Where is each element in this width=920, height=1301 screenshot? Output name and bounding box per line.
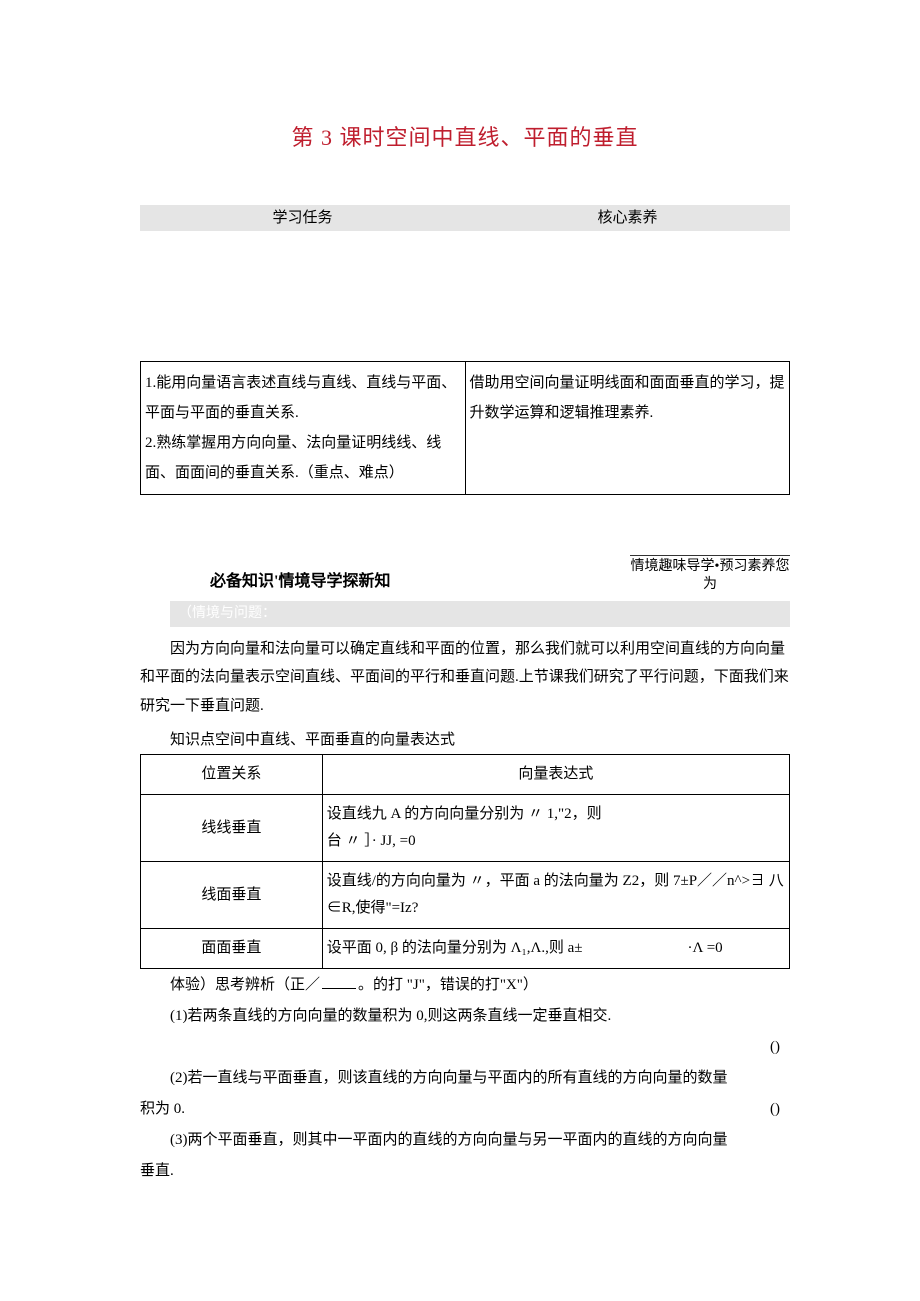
think-line: 体验）思考辨析（正／ 。的打 "J"，错误的打"X"） (140, 973, 790, 997)
cell-expression-2: 设平面 0, β 的法向量分别为 Λ₁,Λ.,则 a± ·Λ =0 (322, 929, 789, 969)
table-row: 线线垂直 设直线九 A 的方向向量分别为 〃 1,"2，则台 〃 ］· JJ, … (141, 795, 790, 862)
intro-paragraph: 因为方向向量和法向量可以确定直线和平面的位置，那么我们就可以利用空间直线的方向向… (140, 635, 790, 721)
table-row: 1.能用向量语言表述直线与直线、直线与平面、平面与平面的垂直关系.2.熟练掌握用… (141, 362, 790, 495)
blank-underline (322, 973, 356, 989)
page-title: 第 3 课时空间中直线、平面的垂直 (140, 120, 790, 155)
header-row: 学习任务 核心素养 (140, 205, 790, 231)
cell-expression-1: 设直线/的方向向量为 〃，平面 a 的法向量为 Z2，则 7±P／／n^>∃ 八… (322, 862, 789, 929)
question-3: (3)两个平面垂直，则其中一平面内的直线的方向向量与另一平面内的直线的方向向量 (140, 1125, 790, 1155)
header-right: 核心素养 (465, 206, 790, 230)
column-header-relation: 位置关系 (141, 755, 323, 795)
think-left: 体验）思考辨析（正／ (140, 973, 320, 997)
section-row: 必备知识'情境导学探新知 情境趣味导学•预习素养您为 (140, 555, 790, 594)
column-header-expression: 向量表达式 (322, 755, 789, 795)
question-1: (1)若两条直线的方向向量的数量积为 0,则这两条直线一定垂直相交. (140, 1001, 790, 1031)
cell-relation-2: 面面垂直 (141, 929, 323, 969)
cell-expression-0: 设直线九 A 的方向向量分别为 〃 1,"2，则台 〃 ］· JJ, =0 (322, 795, 789, 862)
paren-2: () (770, 1097, 790, 1121)
cell-relation-0: 线线垂直 (141, 795, 323, 862)
task-table: 1.能用向量语言表述直线与直线、直线与平面、平面与平面的垂直关系.2.熟练掌握用… (140, 361, 790, 495)
knowledge-label: 知识点空间中直线、平面垂直的向量表达式 (140, 728, 790, 752)
section-title: 必备知识'情境导学探新知 (210, 569, 630, 595)
table-row: 位置关系 向量表达式 (141, 755, 790, 795)
think-right: 。的打 "J"，错误的打"X"） (358, 973, 790, 997)
question-3b: 垂直. (140, 1159, 790, 1183)
table-row: 线面垂直 设直线/的方向向量为 〃，平面 a 的法向量为 Z2，则 7±P／／n… (141, 862, 790, 929)
context-bar: （情境与问题： (170, 601, 790, 627)
paren-1: () (140, 1035, 790, 1059)
table-row: 面面垂直 设平面 0, β 的法向量分别为 Λ₁,Λ.,则 a± ·Λ =0 (141, 929, 790, 969)
question-2: (2)若一直线与平面垂直，则该直线的方向向量与平面内的所有直线的方向向量的数量 (140, 1063, 790, 1093)
question-2b: 积为 0. () (140, 1097, 790, 1121)
task-left-cell: 1.能用向量语言表述直线与直线、直线与平面、平面与平面的垂直关系.2.熟练掌握用… (141, 362, 466, 495)
vector-table: 位置关系 向量表达式 线线垂直 设直线九 A 的方向向量分别为 〃 1,"2，则… (140, 754, 790, 969)
section-subtitle: 情境趣味导学•预习素养您为 (630, 555, 790, 594)
cell-relation-1: 线面垂直 (141, 862, 323, 929)
header-left: 学习任务 (140, 206, 465, 230)
question-2b-text: 积为 0. (140, 1101, 185, 1117)
task-right-cell: 借助用空间向量证明线面和面面垂直的学习，提升数学运算和逻辑推理素养. (465, 362, 790, 495)
